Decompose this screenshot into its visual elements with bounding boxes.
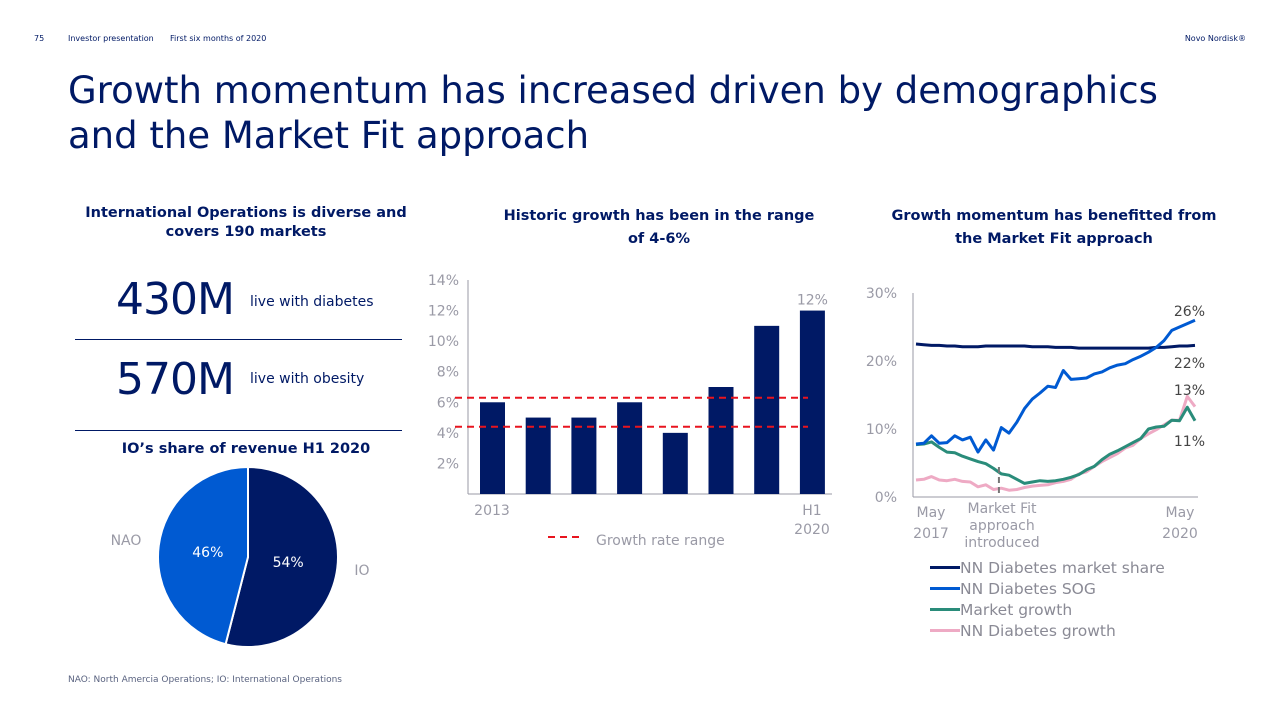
bar — [525, 417, 551, 494]
x-tick-label: 2013 — [474, 503, 510, 519]
footnote: NAO: North Amercia Operations; IO: Inter… — [68, 675, 342, 685]
y-tick-label: 4% — [437, 426, 459, 442]
y-tick-label: 6% — [437, 395, 459, 411]
y-tick-label: 10% — [866, 422, 897, 438]
annotation-label: approach — [969, 518, 1035, 534]
stat-value-diabetes: 430M — [116, 274, 235, 325]
line-chart: 0% 10% 20% 30% 22% 26% 11% 13% Market Fitapproac… — [866, 286, 1205, 551]
series-line-nn-diabetes-market-share — [915, 342, 1196, 350]
x-tick-label: 2020 — [1162, 526, 1198, 542]
bar — [480, 402, 505, 494]
legend-label: NN Diabetes growth — [960, 621, 1116, 640]
x-tick-label: May — [1166, 505, 1195, 521]
bar — [708, 387, 734, 494]
divider — [75, 339, 402, 340]
annotation-label: Market Fit — [968, 501, 1037, 517]
stat-label-diabetes: live with diabetes — [250, 294, 374, 310]
pie-category-label: IO — [354, 563, 369, 579]
legend-label: Market growth — [960, 600, 1073, 619]
y-tick-label: 20% — [866, 354, 897, 370]
series-line-nn-diabetes-growth — [915, 394, 1197, 492]
y-tick-label: 8% — [437, 365, 459, 381]
period: First six months of 2020 — [170, 34, 267, 43]
left-heading: International Operations is diverse and … — [85, 205, 407, 240]
pie-heading: IO’s share of revenue H1 2020 — [121, 441, 371, 457]
end-data-label: 22% — [1174, 356, 1205, 372]
pie-slice-io — [224, 465, 340, 648]
bar — [617, 402, 643, 494]
page-title: Growth momentum has increased driven by … — [68, 69, 1158, 157]
line-heading: Growth momentum has benefitted from the … — [891, 208, 1217, 247]
line-legend: NN Diabetes market share NN Diabetes SOG M… — [930, 557, 1165, 641]
legend-item: NN Diabetes growth — [930, 620, 1165, 641]
end-data-label: 26% — [1174, 304, 1205, 320]
legend-item: NN Diabetes SOG — [930, 578, 1165, 599]
legend-swatch — [930, 608, 960, 611]
bar — [662, 432, 688, 494]
doc-name: Investor presentation — [68, 34, 154, 43]
end-data-label: 11% — [1174, 434, 1205, 450]
legend-item: NN Diabetes market share — [930, 557, 1165, 578]
legend-label: NN Diabetes SOG — [960, 579, 1096, 598]
series-line-market-growth — [915, 405, 1197, 485]
pie-slice-nao — [157, 465, 249, 646]
bar-data-label: 12% — [797, 293, 828, 309]
stat-label-obesity: live with obesity — [250, 371, 365, 387]
end-data-label: 13% — [1174, 383, 1205, 399]
divider — [75, 430, 402, 431]
legend-label: NN Diabetes market share — [960, 558, 1165, 577]
legend-label: Growth rate range — [596, 533, 725, 549]
legend-item: Market growth — [930, 599, 1165, 620]
legend-swatch — [930, 629, 960, 632]
pie-data-label: 46% — [192, 545, 223, 561]
brand: Novo Nordisk® — [1184, 34, 1246, 43]
y-tick-label: 10% — [428, 334, 459, 350]
page-number: 75 — [34, 34, 45, 43]
x-tick-label: 2017 — [913, 526, 949, 542]
annotation-label: introduced — [964, 535, 1039, 551]
bar — [571, 417, 597, 494]
y-tick-label: 12% — [428, 304, 459, 320]
bar — [754, 325, 780, 494]
y-tick-label: 2% — [437, 456, 459, 472]
y-tick-label: 14% — [428, 273, 459, 289]
pie-category-label: NAO — [111, 533, 142, 549]
x-tick-label: H1 — [802, 503, 821, 519]
pie-data-label: 54% — [273, 555, 304, 571]
x-tick-label: 2020 — [794, 522, 830, 538]
series-line-nn-diabetes-sog — [915, 318, 1196, 454]
legend-swatch — [930, 587, 960, 590]
bar — [799, 310, 825, 494]
bar-chart: 2% 4% 6% 8% 10% 12% 14% 12% 2013 H1 2020 Growth rat… — [428, 273, 832, 549]
y-tick-label: 30% — [866, 286, 897, 302]
bar-heading: Historic growth has been in the range of… — [503, 208, 815, 247]
y-tick-label: 0% — [875, 490, 897, 506]
legend-swatch — [930, 566, 960, 569]
pie-chart: 54% IO 46% NAO — [111, 465, 370, 648]
stat-value-obesity: 570M — [116, 354, 235, 405]
x-tick-label: May — [917, 505, 946, 521]
